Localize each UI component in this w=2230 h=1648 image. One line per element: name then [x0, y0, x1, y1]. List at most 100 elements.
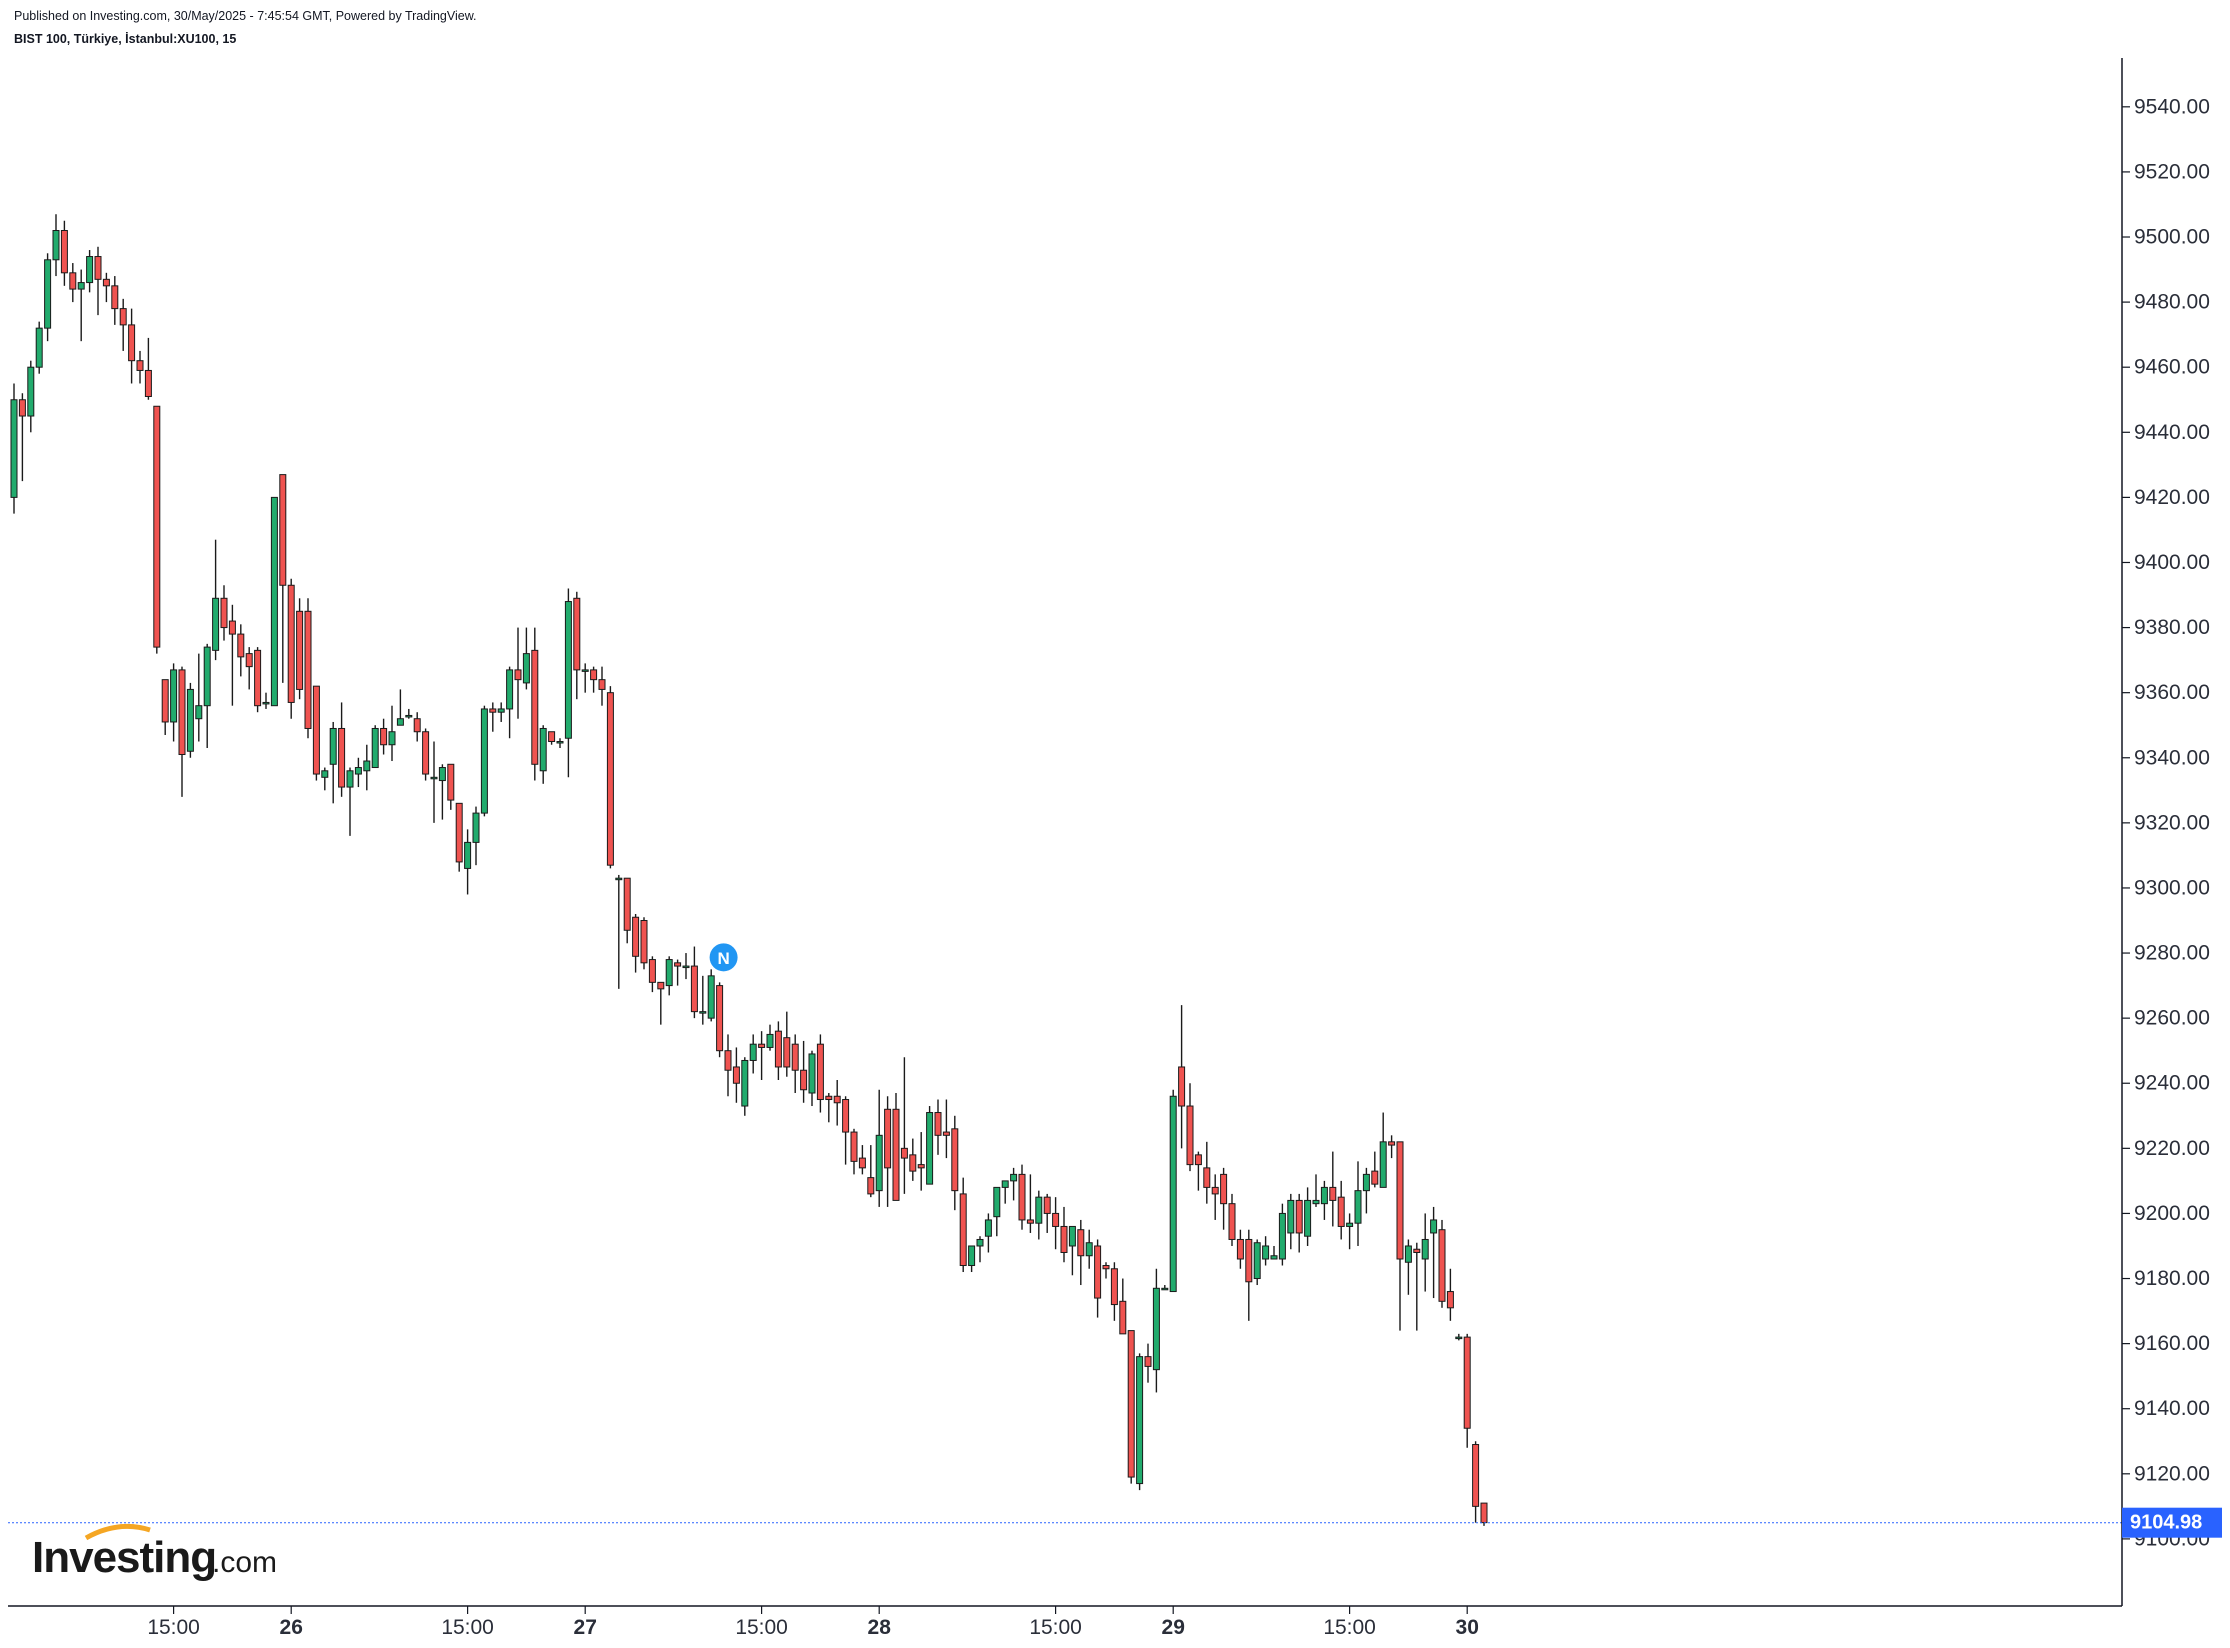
candle [338, 702, 346, 797]
candle-body [1203, 1167, 1211, 1188]
candle-body [514, 669, 522, 681]
candle [581, 663, 589, 693]
candle [1455, 1333, 1463, 1341]
candle [774, 1021, 782, 1080]
candle-body [296, 610, 304, 690]
candle [959, 1177, 967, 1273]
candle-body [304, 610, 312, 729]
candle-body [464, 841, 472, 869]
candle [94, 246, 102, 316]
candle [564, 588, 572, 778]
candle [1270, 1245, 1278, 1260]
candle-body [690, 965, 698, 1013]
candle [573, 591, 581, 700]
candle [1043, 1193, 1051, 1233]
candle-body [388, 731, 396, 746]
candle-body [531, 649, 539, 765]
candle [800, 1040, 808, 1103]
candle-body [648, 959, 656, 983]
candle-body [287, 584, 295, 703]
candle-body [44, 259, 52, 329]
candle-body [707, 975, 715, 1019]
candle-body [405, 714, 413, 718]
candle [212, 539, 220, 661]
candle-body [1161, 1287, 1169, 1291]
candle [1396, 1141, 1404, 1331]
candle-body [724, 1050, 732, 1071]
candle-body [1396, 1141, 1404, 1260]
candle [455, 802, 463, 872]
candle [623, 877, 631, 944]
candle-body [52, 230, 60, 261]
candle [1337, 1180, 1345, 1240]
candle-body [220, 597, 228, 629]
candle-body [632, 916, 640, 957]
candle-body [732, 1066, 740, 1084]
candle-body [136, 360, 144, 371]
candle-body [186, 688, 194, 752]
candle-body [1068, 1225, 1076, 1247]
candle [1169, 1089, 1177, 1293]
candle [716, 982, 724, 1058]
x-tick-label: 15:00 [147, 1616, 200, 1639]
candle [1026, 1174, 1034, 1233]
candle [1060, 1206, 1068, 1263]
candle [732, 1047, 740, 1103]
candle [1295, 1193, 1303, 1253]
candle-body [254, 649, 262, 707]
candle-body [1102, 1265, 1110, 1270]
candle-body [1337, 1196, 1345, 1227]
x-tick-label: 29 [1162, 1616, 1185, 1639]
candle [808, 1050, 816, 1107]
candle [1362, 1167, 1370, 1214]
candle-body [18, 399, 26, 417]
candle [170, 663, 178, 742]
candle-body [1262, 1245, 1270, 1260]
news-icon[interactable]: N [709, 943, 738, 972]
candle [1262, 1236, 1270, 1266]
candle [1278, 1203, 1286, 1266]
candle-body [1430, 1219, 1438, 1234]
candle [926, 1106, 934, 1185]
candle-body [640, 920, 648, 964]
y-tick-label: 9460.00 [2134, 356, 2210, 379]
candle-body [1480, 1502, 1488, 1524]
candle [27, 360, 35, 433]
candle [682, 953, 690, 980]
candle [741, 1057, 749, 1116]
candle [52, 214, 60, 277]
candle-body [346, 770, 354, 788]
y-tick-label: 9420.00 [2134, 486, 2210, 509]
candle-body [1236, 1238, 1244, 1260]
y-tick-label: 9320.00 [2134, 811, 2210, 834]
candle-body [1060, 1225, 1068, 1253]
candle [648, 956, 656, 993]
candle-body [774, 1030, 782, 1068]
candle-body [1085, 1242, 1093, 1257]
candle [304, 598, 312, 739]
y-tick-label: 9160.00 [2134, 1332, 2210, 1355]
candle-body [674, 962, 682, 967]
candle-body [1178, 1066, 1186, 1107]
candle-body [1463, 1336, 1471, 1429]
candle [1144, 1343, 1152, 1383]
candle-body [413, 718, 421, 733]
candle-body [161, 679, 169, 723]
candle [371, 725, 379, 769]
y-tick-label: 9540.00 [2134, 95, 2210, 118]
candle-body [1228, 1203, 1236, 1240]
candle [102, 272, 110, 303]
candle-body [1413, 1248, 1421, 1253]
candle [178, 666, 186, 797]
candle [783, 1011, 791, 1077]
candle [497, 702, 505, 722]
candle-body [1253, 1242, 1261, 1280]
candle-body [598, 679, 606, 690]
candle-body [1211, 1186, 1219, 1195]
candle-body [1001, 1180, 1009, 1188]
candle [1371, 1151, 1379, 1188]
candle-body [363, 760, 371, 772]
candle [1329, 1151, 1337, 1227]
candle [1287, 1193, 1295, 1250]
